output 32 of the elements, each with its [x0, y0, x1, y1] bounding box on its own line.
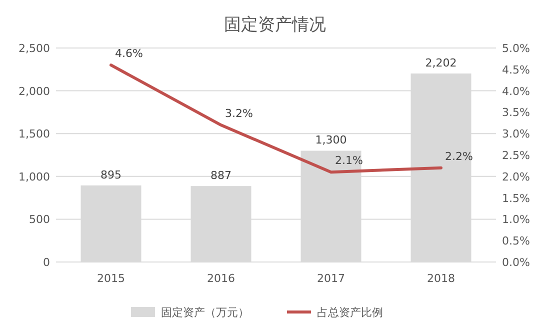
y2-tick-label: 1.0%: [502, 213, 530, 226]
data-label: 4.6%: [115, 47, 143, 60]
y2-tick-label: 5.0%: [502, 42, 530, 55]
data-label: 2.1%: [335, 154, 363, 168]
y-tick-label: 1,000: [18, 170, 50, 184]
y2-tick-label: 2.0%: [502, 170, 530, 184]
y-tick-label: 500: [29, 213, 50, 226]
x-tick-label: 2018: [427, 272, 455, 285]
y2-tick-label: 3.0%: [502, 128, 530, 141]
data-label: 2.2%: [445, 150, 473, 163]
y-tick-label: 2,000: [18, 84, 50, 98]
data-label: 887: [210, 169, 232, 182]
chart-title: 固定资产情况: [224, 15, 326, 35]
data-label: 895: [100, 168, 122, 182]
data-label: 2,202: [425, 56, 457, 70]
y2-tick-label: 0.0%: [502, 256, 530, 269]
data-label: 3.2%: [225, 107, 253, 120]
x-tick-label: 2015: [97, 272, 125, 285]
legend-label: 占总资产比例: [317, 306, 383, 319]
y-tick-label: 0: [43, 256, 50, 269]
x-tick-label: 2016: [207, 272, 235, 285]
x-tick-label: 2017: [317, 272, 345, 285]
y2-tick-label: 4.0%: [502, 84, 530, 98]
y-tick-label: 2,500: [18, 42, 50, 55]
y2-tick-label: 3.5%: [502, 106, 530, 120]
legend-label: 固定资产（万元）: [161, 306, 249, 319]
y-tick-label: 1,500: [18, 128, 50, 141]
data-label: 1,300: [315, 134, 347, 147]
y2-tick-label: 2.5%: [502, 149, 530, 162]
y2-tick-label: 4.5%: [502, 63, 530, 76]
y2-tick-label: 0.5%: [502, 234, 530, 248]
y2-tick-label: 1.5%: [502, 192, 530, 205]
